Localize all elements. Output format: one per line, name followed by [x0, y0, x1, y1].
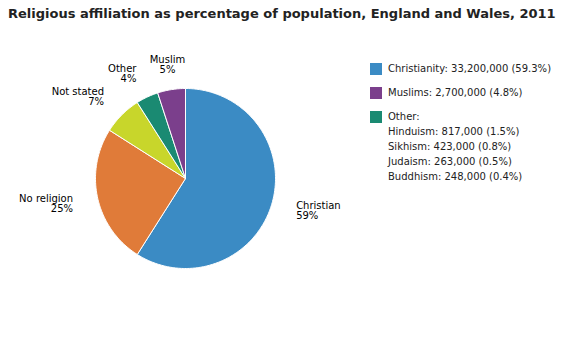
html-text:Muslims: 2,700,000 (4.8%): Muslims: 2,700,000 (4.8%)	[388, 87, 523, 98]
html-text:Judaism: 263,000 (0.5%): Judaism: 263,000 (0.5%)	[388, 156, 512, 167]
html-text:Christianity: 33,200,000 (59.3: Christianity: 33,200,000 (59.3%)	[388, 63, 551, 74]
svg-text:No religion25%: No religion25%	[19, 193, 73, 214]
html-text:Religious affiliation as perce: Religious affiliation as percentage of p…	[8, 6, 556, 21]
html-text:Buddhism: 248,000 (0.4%): Buddhism: 248,000 (0.4%)	[388, 171, 523, 182]
svg-text:Christian59%: Christian59%	[296, 200, 341, 221]
html-text:Other:: Other:	[388, 111, 420, 122]
svg-text:Muslim5%: Muslim5%	[150, 54, 185, 75]
svg-text:Not stated7%: Not stated7%	[52, 86, 104, 107]
svg-text:Other4%: Other4%	[108, 63, 137, 84]
html-text:Sikhism: 423,000 (0.8%): Sikhism: 423,000 (0.8%)	[388, 141, 512, 152]
html-text:Hinduism: 817,000 (1.5%): Hinduism: 817,000 (1.5%)	[388, 126, 520, 137]
